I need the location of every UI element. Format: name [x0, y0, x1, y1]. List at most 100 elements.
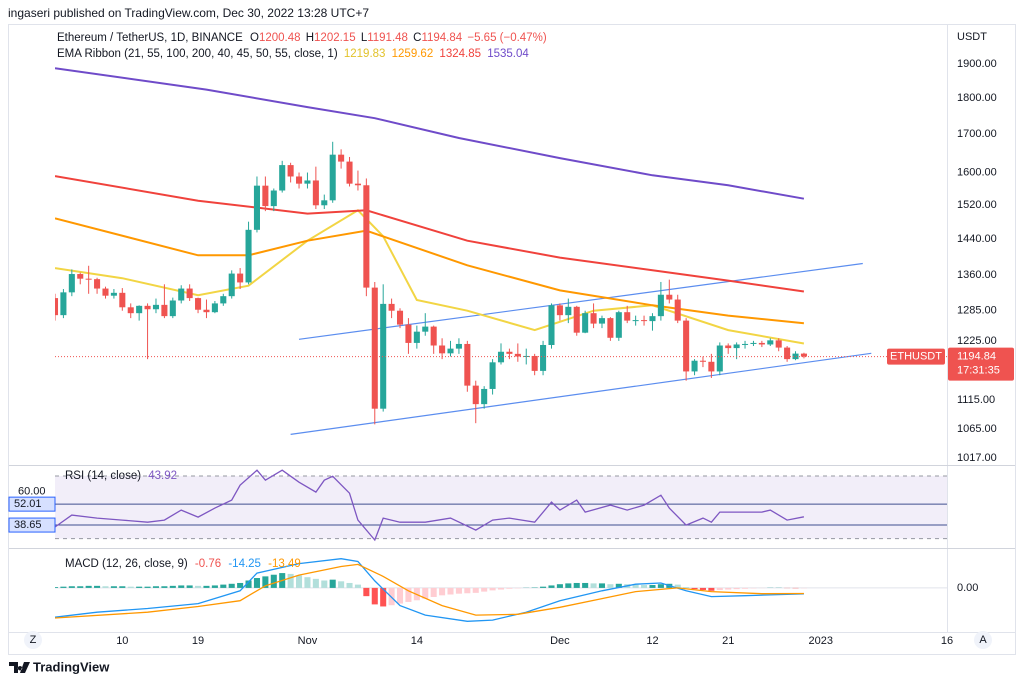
- macd-histogram-bar: [354, 584, 361, 588]
- x-tick-label: 16: [941, 635, 953, 647]
- price-unit: USDT: [957, 31, 987, 43]
- candle-body: [68, 274, 75, 293]
- macd-histogram-bar: [556, 584, 563, 588]
- macd-histogram-bar: [649, 585, 656, 588]
- symbol-tag: [887, 348, 945, 365]
- signal-value: -13.49: [268, 558, 301, 570]
- macd-histogram-bar: [565, 583, 572, 588]
- candle-body: [363, 185, 370, 288]
- candle-body: [55, 298, 59, 316]
- candle-body: [657, 294, 664, 317]
- rsi-pane: [55, 469, 947, 542]
- candle-body: [447, 348, 454, 354]
- auto-button-label[interactable]: A: [979, 634, 987, 646]
- candle-body: [77, 274, 84, 279]
- candle-body: [582, 313, 589, 333]
- auto-button[interactable]: [974, 631, 992, 649]
- macd-histogram-bar: [338, 581, 345, 588]
- macd-histogram-bar: [506, 587, 513, 589]
- macd-histogram-bar: [304, 577, 311, 588]
- candle-body: [144, 305, 151, 310]
- overlay: 1900.00 1800.00 1700.00 1600.00 1520.00 1440.…: [8, 58, 1014, 647]
- candle-body: [296, 176, 303, 184]
- macd-histogram-bar: [464, 587, 471, 594]
- candle-body: [699, 360, 706, 362]
- macd-histogram-bar: [296, 575, 303, 588]
- macd-histogram-bar: [716, 587, 723, 590]
- candle-body: [464, 343, 471, 386]
- trendline: [298, 262, 863, 340]
- macd-histogram-bar: [253, 578, 260, 588]
- legend-macd: MACD (12, 26, close, 9) -0.76 -14.25 -13…: [65, 558, 301, 570]
- candle-body: [758, 342, 765, 345]
- macd-histogram-bar: [615, 583, 622, 588]
- candle-body: [733, 344, 740, 349]
- macd-histogram-bar: [60, 586, 67, 588]
- y-tick-label: 1520.00: [957, 199, 997, 211]
- candle-body: [396, 310, 404, 325]
- trendline: [290, 352, 872, 435]
- y-tick-label: 1285.00: [957, 305, 997, 317]
- candle-body: [674, 299, 681, 321]
- publisher-line: ingaseri published on TradingView.com, D…: [8, 6, 369, 20]
- macd-title: MACD (12, 26, close, 9): [65, 558, 188, 570]
- candle-body: [110, 292, 117, 296]
- x-tick-label: 19: [192, 635, 204, 647]
- macd-histogram-bar: [169, 585, 176, 588]
- candle-body: [119, 292, 126, 308]
- macd-histogram-bar: [203, 585, 210, 588]
- macd-histogram-bar: [371, 587, 378, 605]
- macd-histogram-bar: [110, 586, 117, 588]
- macd-histogram-bar: [699, 587, 706, 590]
- ema-title: EMA Ribbon (21, 55, 100, 200, 40, 45, 50…: [57, 48, 338, 60]
- legend-ema: EMA Ribbon (21, 55, 100, 200, 40, 45, 50…: [57, 48, 529, 60]
- macd-histogram-bar: [94, 585, 101, 588]
- symbol-title: Ethereum / TetherUS, 1D, BINANCE: [57, 32, 243, 44]
- macd-histogram-bar: [733, 587, 740, 590]
- macd-histogram-bar: [195, 585, 202, 588]
- candle-body: [430, 326, 437, 346]
- macd-hist-value: -0.76: [195, 558, 221, 570]
- candle-body: [792, 353, 799, 360]
- y-tick-label: 0.00: [957, 582, 978, 594]
- ohlc-key: O: [250, 32, 259, 44]
- macd-histogram-bar: [363, 587, 370, 597]
- ema-value: 1324.85: [439, 48, 481, 60]
- macd-histogram-bar: [127, 586, 134, 588]
- brand-logo: [9, 662, 30, 673]
- macd-histogram-bar: [77, 586, 84, 588]
- candle-body: [136, 305, 143, 314]
- candle-body: [422, 326, 429, 332]
- x-tick-label: 2023: [809, 635, 833, 647]
- zoom-button-label[interactable]: Z: [30, 634, 37, 646]
- candle-body: [725, 345, 732, 349]
- candle-body: [211, 303, 218, 313]
- macd-histogram-bar: [262, 576, 269, 588]
- candle-body: [127, 307, 134, 314]
- candle-body: [253, 185, 260, 230]
- zoom-button[interactable]: [24, 631, 42, 649]
- candle-body: [102, 288, 109, 296]
- macd-histogram-bar: [55, 587, 59, 588]
- candle-body: [641, 320, 648, 322]
- candle-body: [598, 318, 606, 324]
- macd-histogram-bar: [641, 585, 648, 588]
- candle-body: [321, 200, 328, 206]
- macd-histogram-bar: [346, 582, 353, 588]
- macd-histogram-bar: [136, 586, 143, 588]
- candle-body: [548, 305, 555, 345]
- ema-line: [55, 217, 805, 325]
- macd-histogram-bar: [657, 584, 664, 588]
- candle-body: [220, 296, 227, 304]
- candle-body: [742, 343, 749, 345]
- candle-body: [237, 273, 244, 283]
- ema-value: 1535.04: [487, 48, 529, 60]
- candle-body: [540, 344, 547, 371]
- macd-histogram-bar: [439, 587, 446, 596]
- candle-body: [775, 340, 782, 348]
- candle-body: [371, 287, 378, 409]
- ema-line: [55, 67, 805, 200]
- macd-line: [55, 563, 804, 619]
- x-tick-label: Nov: [298, 635, 318, 647]
